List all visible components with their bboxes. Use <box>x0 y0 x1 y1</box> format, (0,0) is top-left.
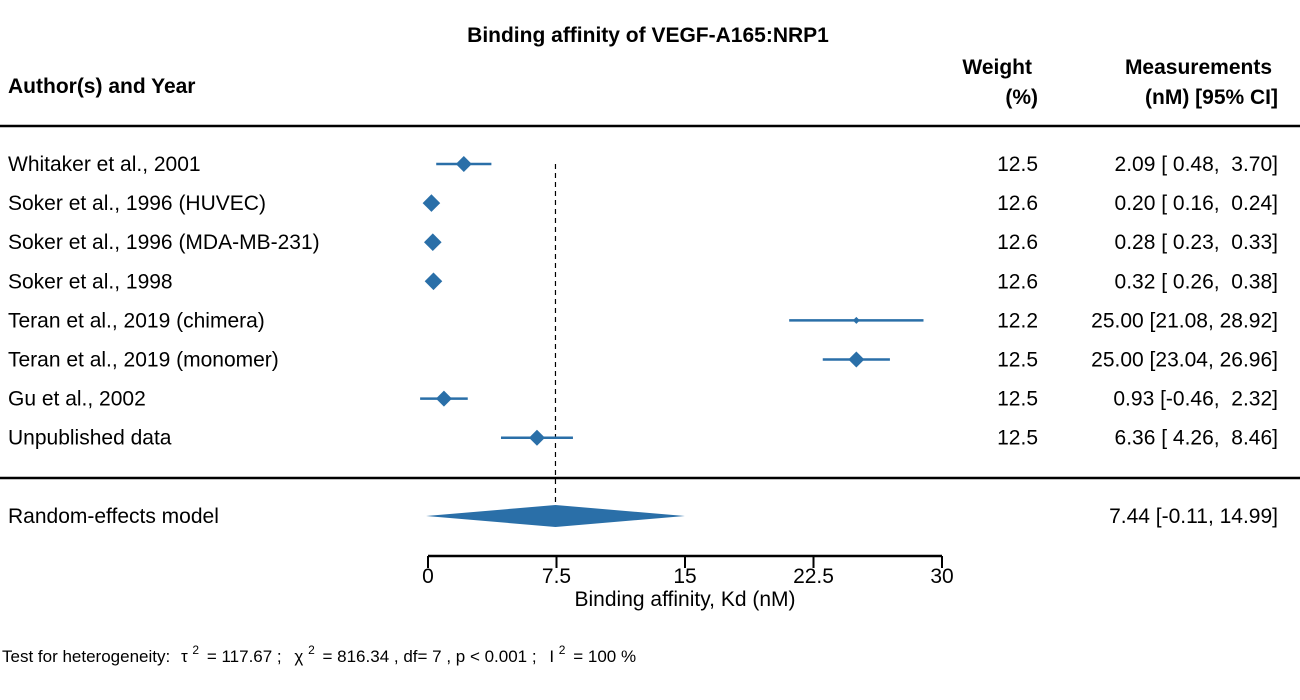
study-estimate-marker <box>852 316 860 324</box>
study-row: Teran et al., 2019 (monomer) 12.5 25.00 [2… <box>8 349 1278 372</box>
x-tick-label: 7.5 <box>542 565 571 588</box>
study-estimate-marker <box>848 351 865 368</box>
x-tick-label: 15 <box>673 565 696 588</box>
study-weight: 12.6 <box>997 231 1038 254</box>
tau-symbol: τ <box>181 647 188 666</box>
x-tick-label: 0 <box>422 565 434 588</box>
study-label: Soker et al., 1996 (HUVEC) <box>8 192 266 215</box>
weight-column-header-line1: Weight <box>962 56 1032 79</box>
i-exponent: 2 <box>559 643 566 657</box>
study-row: Gu et al., 2002 12.5 0.93 [-0.46, 2.32] <box>8 388 1278 411</box>
study-row: Soker et al., 1996 (HUVEC) 12.6 0.20 [ 0.1… <box>8 192 1278 215</box>
x-axis-label: Binding affinity, Kd (nM) <box>575 588 796 611</box>
study-label: Soker et al., 1996 (MDA-MB-231) <box>8 231 320 254</box>
study-measurement: 0.28 [ 0.23, 0.33] <box>1115 231 1278 254</box>
summary-row: Random-effects model 7.44 [-0.11, 14.99] <box>8 505 1278 528</box>
study-row: Unpublished data 12.5 6.36 [ 4.26, 8.46] <box>8 427 1278 450</box>
study-estimate-marker <box>422 194 441 212</box>
tau-exponent: 2 <box>192 643 199 657</box>
chi-symbol: χ <box>294 647 303 666</box>
study-measurement: 25.00 [23.04, 26.96] <box>1091 349 1278 372</box>
chi-value: = 816.34 , df= 7 , p < 0.001 ; <box>323 647 537 666</box>
study-measurement: 6.36 [ 4.26, 8.46] <box>1115 427 1278 450</box>
weight-column-header-line2: (%) <box>1005 86 1038 109</box>
study-weight: 12.5 <box>997 153 1038 176</box>
study-weight: 12.5 <box>997 427 1038 450</box>
study-weight: 12.2 <box>997 309 1038 332</box>
study-estimate-marker <box>435 390 452 407</box>
study-label: Gu et al., 2002 <box>8 388 146 411</box>
chart-title: Binding affinity of VEGF-A165:NRP1 <box>467 24 829 47</box>
study-row: Teran et al., 2019 (chimera) 12.2 25.00 [2… <box>8 309 1278 332</box>
study-measurement: 2.09 [ 0.48, 3.70] <box>1115 153 1278 176</box>
study-label: Teran et al., 2019 (monomer) <box>8 349 279 372</box>
study-column-header: Author(s) and Year <box>8 75 195 98</box>
study-weight: 12.6 <box>997 270 1038 293</box>
study-label: Teran et al., 2019 (chimera) <box>8 309 265 332</box>
study-row: Soker et al., 1998 12.6 0.32 [ 0.26, 0.38] <box>8 270 1278 293</box>
study-row: Whitaker et al., 2001 12.5 2.09 [ 0.48, 3.… <box>8 153 1278 176</box>
measure-column-header-line2: (nM) [95% CI] <box>1145 86 1278 109</box>
study-weight: 12.6 <box>997 192 1038 215</box>
measure-column-header-line1: Measurements <box>1125 56 1272 79</box>
study-label: Unpublished data <box>8 427 172 450</box>
study-label: Soker et al., 1998 <box>8 270 173 293</box>
study-measurement: 0.93 [-0.46, 2.32] <box>1113 388 1278 411</box>
heterogeneity-text: Test for heterogeneity: τ 2 = 117.67 ; χ… <box>2 639 636 666</box>
heterogeneity-prefix: Test for heterogeneity: <box>2 647 170 666</box>
study-weight: 12.5 <box>997 349 1038 372</box>
study-estimate-marker <box>424 272 443 291</box>
chi-exponent: 2 <box>308 643 315 657</box>
study-measurement: 25.00 [21.08, 28.92] <box>1091 309 1278 332</box>
summary-diamond <box>426 505 685 527</box>
study-estimate-marker <box>423 233 442 251</box>
study-measurement: 0.20 [ 0.16, 0.24] <box>1115 192 1278 215</box>
study-estimate-marker <box>455 156 472 172</box>
summary-measurement: 7.44 [-0.11, 14.99] <box>1109 505 1278 528</box>
study-estimate-marker <box>528 429 545 446</box>
study-label: Whitaker et al., 2001 <box>8 153 201 176</box>
x-tick-label: 30 <box>930 565 953 588</box>
study-weight: 12.5 <box>997 388 1038 411</box>
tau-value: = 117.67 ; <box>207 647 282 666</box>
x-axis: 0 7.5 15 22.5 30 <box>422 554 954 588</box>
x-tick-label: 22.5 <box>793 565 834 588</box>
summary-label: Random-effects model <box>8 505 219 528</box>
study-row: Soker et al., 1996 (MDA-MB-231) 12.6 0.28 … <box>8 231 1278 254</box>
i-value: = 100 % <box>573 647 636 666</box>
study-rows: Whitaker et al., 2001 12.5 2.09 [ 0.48, 3.… <box>8 153 1278 516</box>
study-measurement: 0.32 [ 0.26, 0.38] <box>1115 270 1278 293</box>
i-symbol: I <box>549 647 554 666</box>
